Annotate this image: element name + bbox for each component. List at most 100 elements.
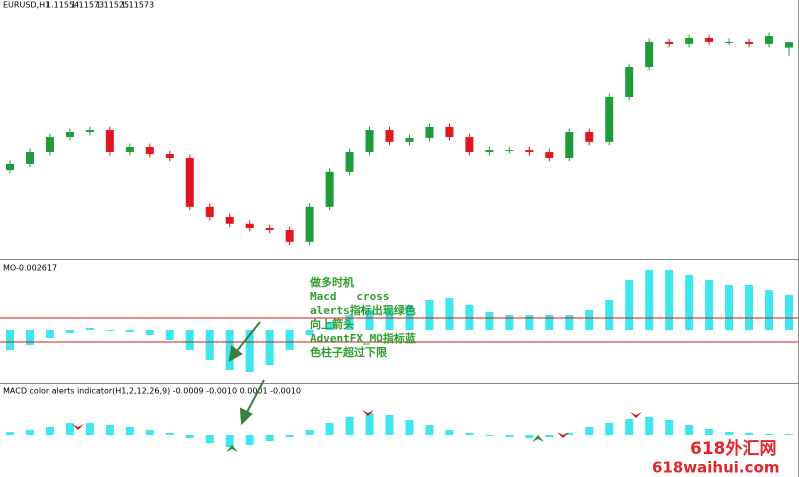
histogram-bar bbox=[45, 330, 54, 338]
indicator-value: -0.002617 bbox=[16, 264, 57, 273]
histogram-bar bbox=[645, 270, 654, 330]
histogram-bar bbox=[185, 330, 194, 350]
histogram-bar bbox=[105, 425, 114, 435]
annotation-line: Macd cross bbox=[310, 290, 389, 303]
histogram-bar bbox=[6, 432, 14, 435]
histogram-bar bbox=[25, 330, 34, 345]
histogram-bar bbox=[6, 330, 14, 350]
histogram-bar bbox=[205, 435, 214, 443]
candle-body bbox=[245, 223, 254, 228]
candle-body bbox=[425, 126, 434, 138]
histogram-bar bbox=[525, 315, 534, 330]
histogram-bar bbox=[285, 435, 294, 437]
arrow-head bbox=[239, 407, 253, 426]
histogram-bar bbox=[425, 425, 434, 435]
histogram-bar bbox=[545, 435, 554, 437]
histogram-bar bbox=[345, 417, 354, 435]
candle-body bbox=[785, 42, 793, 48]
histogram-bar bbox=[185, 435, 194, 438]
annotation-line: 做多时机 bbox=[309, 275, 354, 289]
candle-body bbox=[445, 126, 454, 138]
histogram-bar bbox=[105, 330, 114, 331]
histogram-bar bbox=[625, 419, 634, 435]
candle-body bbox=[705, 37, 714, 42]
histogram-bar bbox=[565, 315, 574, 330]
candle-body bbox=[525, 150, 534, 153]
histogram-bar bbox=[445, 298, 454, 330]
histogram-bar bbox=[245, 330, 254, 372]
histogram-bar bbox=[505, 315, 514, 330]
histogram-bar bbox=[285, 330, 294, 350]
histogram-bar bbox=[125, 427, 134, 435]
candle-body bbox=[25, 152, 34, 164]
candle-body bbox=[725, 41, 734, 43]
candle-body bbox=[765, 36, 774, 44]
histogram-bar bbox=[465, 433, 474, 435]
histogram-bar bbox=[525, 435, 534, 438]
signal-arrows bbox=[72, 410, 642, 438]
ohlc-low: 1.11525 bbox=[96, 1, 129, 10]
watermark: 618外汇网 bbox=[690, 438, 777, 459]
candle-body bbox=[205, 206, 214, 217]
histogram-bar bbox=[405, 420, 414, 435]
histogram-bar bbox=[25, 430, 34, 435]
candle-body bbox=[385, 130, 394, 142]
histogram-bar bbox=[585, 427, 594, 435]
candle-body bbox=[125, 146, 134, 153]
candle-body bbox=[485, 150, 494, 153]
histogram-bar bbox=[425, 300, 434, 330]
indicator-title: MACD color alerts indicator(H1,2,12,26,9… bbox=[3, 387, 301, 396]
histogram-bar bbox=[65, 330, 74, 333]
histogram-bar bbox=[745, 285, 754, 330]
candle-body bbox=[165, 154, 174, 158]
histogram-bar bbox=[165, 330, 174, 340]
marks bbox=[0, 32, 798, 447]
histogram-bar bbox=[445, 430, 454, 435]
histogram-bar bbox=[265, 435, 274, 441]
candle-body bbox=[565, 132, 574, 158]
candle-body bbox=[145, 146, 154, 155]
histogram-bar bbox=[65, 423, 74, 435]
histogram-bar bbox=[245, 435, 254, 445]
candle-body bbox=[625, 67, 634, 97]
histogram-bar bbox=[665, 420, 674, 435]
histogram-bar bbox=[305, 430, 314, 435]
annotation-line: AdventFX_MO指标蓝 bbox=[310, 331, 416, 345]
arrow bbox=[235, 321, 261, 353]
candle-body bbox=[465, 137, 474, 153]
histogram-bar bbox=[225, 435, 234, 447]
annotation-line: 色柱子超过下限 bbox=[310, 345, 387, 359]
histogram-bar bbox=[625, 280, 634, 330]
histogram-bar bbox=[205, 330, 214, 360]
candle-body bbox=[85, 130, 94, 132]
candle-body bbox=[545, 152, 554, 158]
histogram-bar bbox=[305, 330, 314, 335]
candle-body bbox=[665, 41, 674, 44]
histogram-bar bbox=[565, 433, 574, 435]
histogram-bar bbox=[345, 315, 354, 330]
histogram-bar bbox=[325, 423, 334, 435]
candle-body bbox=[345, 152, 354, 172]
histogram-bar bbox=[685, 275, 694, 330]
sell-arrow bbox=[557, 432, 569, 438]
histogram-bar bbox=[705, 280, 714, 330]
histogram-bar bbox=[85, 423, 94, 435]
histogram-bar bbox=[785, 434, 793, 435]
histogram-bar bbox=[585, 310, 594, 330]
buy-arrows bbox=[226, 435, 544, 452]
candle-body bbox=[645, 41, 654, 68]
histogram-bar bbox=[145, 330, 154, 335]
arrows bbox=[228, 321, 265, 426]
candle-body bbox=[225, 216, 234, 224]
histogram-bar bbox=[225, 330, 234, 370]
histogram-bar bbox=[725, 285, 734, 330]
histogram-bar bbox=[605, 423, 614, 435]
candle-body bbox=[685, 37, 694, 44]
histogram-bar bbox=[85, 328, 94, 330]
histogram-bar bbox=[125, 330, 134, 332]
candle-body bbox=[745, 41, 754, 44]
sell-arrow bbox=[72, 424, 84, 430]
histogram-bar bbox=[685, 425, 694, 435]
symbol: EURUSD,H1 bbox=[3, 1, 50, 10]
